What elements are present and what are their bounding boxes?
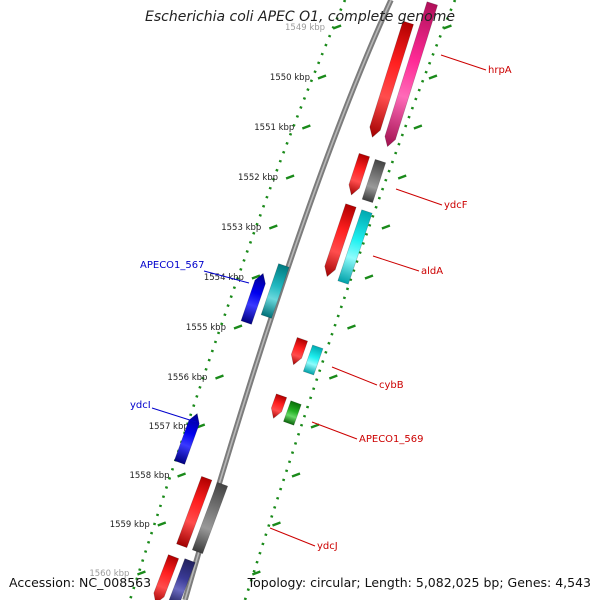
leader-line-apeco1-569 — [311, 421, 358, 440]
tick-mark-inner — [317, 74, 327, 80]
tick-mark-outer — [251, 570, 261, 576]
gene-arrow[interactable] — [240, 272, 268, 325]
leader-line-cybb — [331, 366, 378, 386]
gene-arrow[interactable] — [167, 558, 196, 600]
gene-arrow[interactable] — [283, 400, 302, 426]
tick-label: 1550 kbp — [270, 73, 310, 83]
gene-arrow[interactable] — [367, 20, 414, 139]
gene-arrow[interactable] — [361, 158, 387, 204]
leader-lines — [151, 54, 487, 547]
tick-mark-inner — [157, 521, 167, 527]
tick-mark-outer — [443, 24, 452, 30]
gene-arrow[interactable] — [302, 344, 324, 376]
gene-arrow[interactable] — [382, 1, 438, 148]
leader-line-ydci — [151, 407, 197, 423]
gene-features[interactable] — [151, 1, 438, 600]
gene-feature-cyan-fwd[interactable] — [302, 344, 324, 376]
gene-arrow[interactable] — [151, 554, 180, 600]
tick-label: 1560 kbp — [89, 569, 129, 579]
gene-arrow[interactable] — [322, 203, 357, 279]
gene-label-ydcf[interactable]: ydcF — [444, 200, 468, 211]
tick-mark-inner — [215, 374, 224, 380]
tick-mark-outer — [381, 224, 391, 230]
tick-mark-inner — [233, 324, 243, 330]
gene-arrow[interactable] — [260, 263, 290, 319]
tick-mark-inner — [332, 24, 342, 30]
gene-feature-gray-fwd[interactable] — [191, 481, 229, 555]
inner-tick-rail — [128, 0, 347, 600]
tick-label: 1556 kbp — [167, 373, 207, 383]
topology-text: Topology: circular; Length: 5,082,025 bp… — [247, 575, 591, 590]
gene-feature-red-fwd[interactable] — [176, 475, 213, 549]
tick-mark-outer — [364, 274, 374, 280]
gene-feature-red-fwd[interactable] — [346, 152, 371, 196]
accession-text: Accession: NC_008563 — [9, 575, 152, 590]
tick-mark-inner — [177, 472, 186, 478]
tick-mark-inner — [285, 174, 295, 180]
gene-arrow[interactable] — [288, 337, 309, 366]
gene-label-ydci[interactable]: ydcI — [130, 400, 151, 411]
tick-mark-outer — [328, 374, 338, 380]
tick-label: 1555 kbp — [186, 323, 226, 333]
gene-label-cybb[interactable]: cybB — [379, 380, 404, 391]
tick-mark-outer — [291, 472, 301, 478]
tick-mark-outer — [347, 324, 356, 330]
gene-feature-red-fwd[interactable] — [151, 554, 180, 600]
gene-feature-blue-rev[interactable] — [240, 272, 268, 325]
tick-labels: 1549 kbp 1550 kbp 1551 kbp 1552 kbp 1553 kbp… — [89, 23, 325, 579]
gene-label-apeco1-567[interactable]: APECO1_567 — [140, 260, 205, 271]
gene-feature-navy-fwd[interactable] — [167, 558, 196, 600]
leader-line-ydcf — [395, 188, 443, 206]
leader-line-hrpa — [440, 54, 487, 71]
tick-label: 1551 kbp — [254, 123, 294, 133]
tick-mark-outer — [272, 521, 281, 527]
tick-label: 1549 kbp — [285, 23, 325, 33]
tick-mark-outer — [413, 124, 423, 130]
tick-mark-outer — [310, 423, 320, 429]
tick-label: 1559 kbp — [110, 520, 150, 530]
gene-arrow[interactable] — [173, 412, 202, 465]
gene-feature-cyan-fwd[interactable] — [337, 209, 373, 285]
gene-feature-teal-rev[interactable] — [260, 263, 290, 319]
gene-feature-blue-rev[interactable] — [173, 412, 202, 465]
map-title: Escherichia coli APEC O1, complete genom… — [145, 9, 455, 25]
tick-mark-outer — [428, 74, 438, 80]
gene-feature-red-fwd[interactable] — [322, 203, 357, 279]
gene-arrow[interactable] — [337, 209, 373, 285]
gene-arrow[interactable] — [191, 481, 229, 555]
tick-mark-inner — [137, 570, 146, 576]
gene-label-alda[interactable]: aldA — [421, 266, 443, 277]
gene-feature-red-fwd[interactable] — [367, 20, 414, 139]
gene-feature-green-fwd[interactable] — [283, 400, 302, 426]
gene-feature-red-fwd[interactable] — [288, 337, 309, 366]
gene-arrow[interactable] — [346, 152, 371, 196]
tick-label: 1558 kbp — [129, 471, 169, 481]
tick-label: 1553 kbp — [221, 223, 261, 233]
tick-mark-inner — [301, 124, 311, 130]
tick-mark-inner — [251, 274, 261, 280]
gene-feature-gray-fwd[interactable] — [361, 158, 387, 204]
tick-marks — [137, 24, 452, 576]
tick-label: 1557 kbp — [149, 422, 189, 432]
leader-line-ydcj — [269, 527, 316, 547]
tick-mark-inner — [268, 224, 278, 230]
gene-arrow[interactable] — [176, 475, 213, 549]
tick-label: 1554 kbp — [204, 273, 244, 283]
tick-label: 1552 kbp — [238, 173, 278, 183]
gene-label-hrpa[interactable]: hrpA — [488, 65, 512, 76]
gene-feature-red-fwd[interactable] — [268, 393, 288, 420]
leader-line-alda — [372, 255, 420, 272]
gene-feature-magenta-fwd[interactable] — [382, 1, 438, 148]
gene-labels: hrpA ydcF aldA APECO1_567 cybB ydcI APECO1_569… — [130, 65, 512, 552]
gene-label-apeco1-569[interactable]: APECO1_569 — [359, 434, 424, 445]
leader-line-apeco1-567 — [203, 270, 250, 284]
gene-arrow[interactable] — [268, 393, 288, 420]
gene-label-ydcj[interactable]: ydcJ — [317, 541, 338, 552]
tick-mark-outer — [397, 174, 407, 180]
